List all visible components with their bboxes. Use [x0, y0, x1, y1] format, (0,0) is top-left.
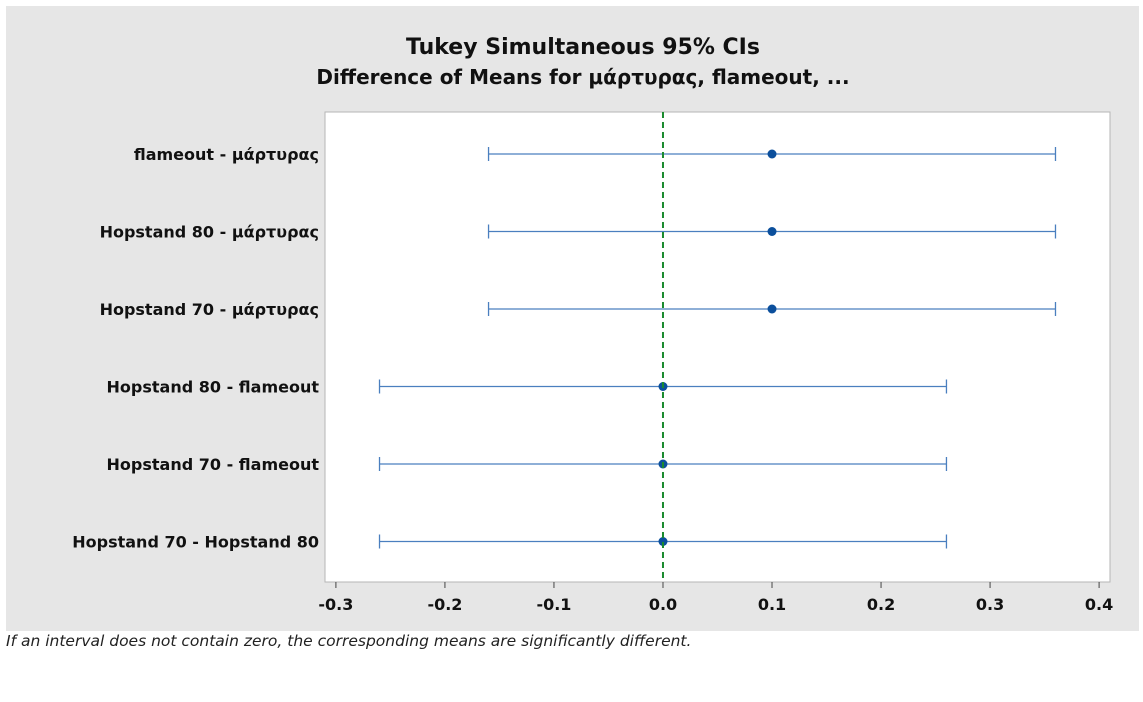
x-tick-label: 0.1 — [758, 595, 786, 614]
x-tick-label: 0.2 — [867, 595, 895, 614]
row-label: Hopstand 80 - flameout — [107, 378, 320, 397]
chart-frame: Tukey Simultaneous 95% CIs Difference of… — [6, 6, 1139, 631]
row-label: flameout - μάρτυρας — [134, 145, 319, 164]
x-tick-label: 0.3 — [976, 595, 1004, 614]
mean-point — [767, 227, 777, 236]
interval-chart: Tukey Simultaneous 95% CIs Difference of… — [72, 35, 1113, 614]
mean-point — [767, 149, 777, 159]
row-label: Hopstand 70 - flameout — [107, 455, 320, 474]
row-label: Hopstand 70 - μάρτυρας — [100, 300, 319, 319]
chart-title: Tukey Simultaneous 95% CIs — [406, 35, 760, 60]
row-label: Hopstand 80 - μάρτυρας — [100, 223, 319, 242]
x-tick-label: -0.1 — [536, 595, 571, 614]
footnote: If an interval does not contain zero, th… — [6, 632, 692, 650]
row-label: Hopstand 70 - Hopstand 80 — [72, 533, 319, 552]
x-tick-label: 0.4 — [1085, 595, 1113, 614]
plot-area — [324, 111, 1111, 583]
chart-subtitle: Difference of Means for μάρτυρας, flameo… — [316, 65, 849, 89]
x-tick-label: 0.0 — [649, 595, 677, 614]
mean-point — [767, 304, 777, 314]
mean-point — [658, 537, 668, 546]
x-tick-label: -0.2 — [427, 595, 462, 614]
x-tick-label: -0.3 — [318, 595, 353, 614]
